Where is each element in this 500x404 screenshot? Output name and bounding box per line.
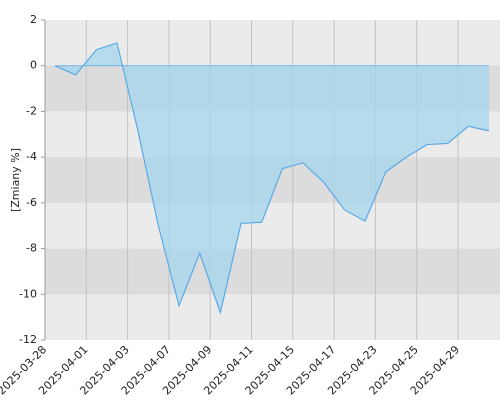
y-tick-label: -2: [26, 104, 37, 117]
y-tick-label: 0: [30, 59, 37, 72]
y-axis-label: [Zmiany %]: [9, 148, 22, 212]
y-tick-label: -8: [26, 242, 37, 255]
y-tick-label: -12: [19, 333, 37, 346]
band: [45, 248, 500, 295]
y-tick-label: -10: [19, 287, 37, 300]
y-tick-label: 2: [30, 13, 37, 26]
y-tick-label: -4: [26, 150, 37, 163]
y-tick-label: -6: [26, 196, 37, 209]
line: [54, 42, 490, 315]
